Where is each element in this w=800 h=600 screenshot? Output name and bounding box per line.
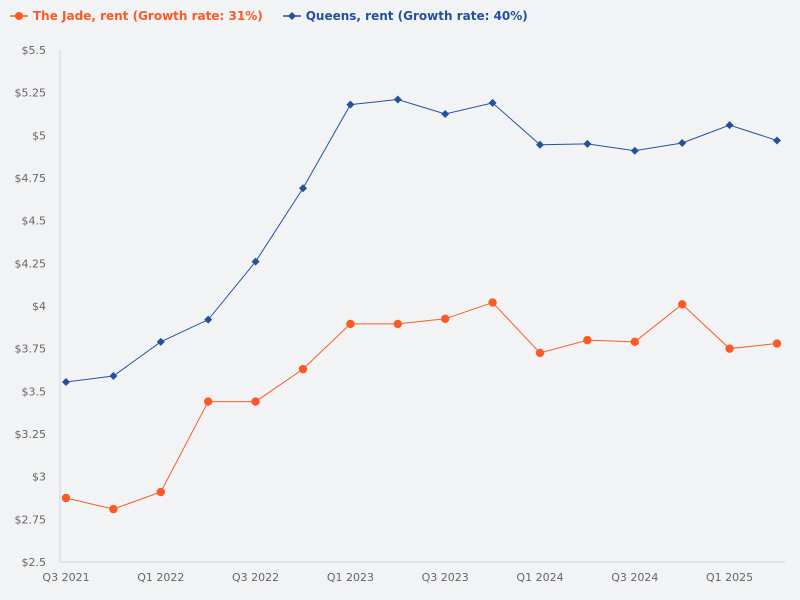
legend-label-queens: Queens, rent (Growth rate: 40%): [305, 9, 528, 23]
x-tick-label: Q1 2025: [706, 571, 753, 584]
data-point: [393, 95, 402, 104]
data-point: [62, 377, 70, 386]
data-point: [346, 100, 355, 109]
data-point: [109, 371, 118, 380]
data-point: [441, 110, 450, 118]
x-tick-label: Q3 2021: [42, 571, 89, 584]
data-point: [536, 140, 544, 149]
data-point: [773, 136, 781, 145]
data-point: [441, 314, 450, 323]
legend-label-jade: The Jade, rent (Growth rate: 31%): [33, 9, 263, 23]
y-tick-label: $3.75: [15, 343, 47, 356]
y-tick-label: $5.25: [15, 87, 47, 100]
data-point: [725, 121, 734, 130]
data-point: [488, 298, 497, 307]
data-point: [583, 139, 592, 148]
y-tick-label: $5: [32, 129, 46, 142]
x-tick-label: Q1 2024: [516, 571, 563, 584]
data-point: [630, 146, 639, 155]
data-point: [204, 315, 213, 324]
data-point: [725, 344, 734, 353]
data-point: [535, 348, 545, 358]
diamond-marker-icon: [282, 12, 301, 20]
data-point: [393, 319, 402, 329]
data-point: [156, 337, 165, 346]
series-line-1: [65, 98, 778, 383]
y-tick-label: $5.5: [22, 44, 47, 57]
y-tick-label: $2.5: [22, 556, 47, 569]
data-point: [204, 397, 213, 406]
x-tick-label: Q1 2022: [137, 571, 184, 584]
data-point: [488, 98, 497, 107]
circle-marker-icon: [10, 12, 28, 20]
legend: The Jade, rent (Growth rate: 31%) Queens…: [10, 9, 528, 23]
data-point: [109, 504, 118, 514]
data-point: [251, 257, 260, 266]
y-tick-label: $4.25: [15, 257, 47, 270]
data-point: [583, 335, 592, 345]
y-tick-label: $3.5: [22, 385, 47, 398]
y-tick-label: $3.25: [15, 428, 47, 441]
x-tick-label: Q3 2024: [611, 571, 658, 584]
x-tick-label: Q3 2023: [422, 571, 469, 584]
y-tick-label: $4.75: [15, 172, 47, 185]
y-tick-label: $4.5: [22, 215, 47, 228]
data-point: [678, 300, 687, 309]
legend-item-queens[interactable]: Queens, rent (Growth rate: 40%): [282, 9, 528, 23]
data-point: [346, 319, 355, 329]
data-point: [678, 139, 687, 148]
data-point: [772, 339, 782, 348]
y-tick-label: $2.75: [15, 513, 47, 526]
x-tick-label: Q3 2022: [232, 571, 279, 584]
data-point: [156, 487, 165, 497]
y-tick-label: $3: [32, 471, 46, 484]
legend-item-jade[interactable]: The Jade, rent (Growth rate: 31%): [10, 9, 263, 23]
data-point: [298, 364, 308, 374]
series-line-0: [65, 302, 778, 510]
data-point: [299, 184, 307, 193]
data-point: [251, 397, 260, 406]
data-point: [630, 337, 639, 347]
x-tick-label: Q1 2023: [327, 571, 374, 584]
y-tick-label: $4: [32, 300, 46, 313]
data-point: [61, 493, 71, 503]
